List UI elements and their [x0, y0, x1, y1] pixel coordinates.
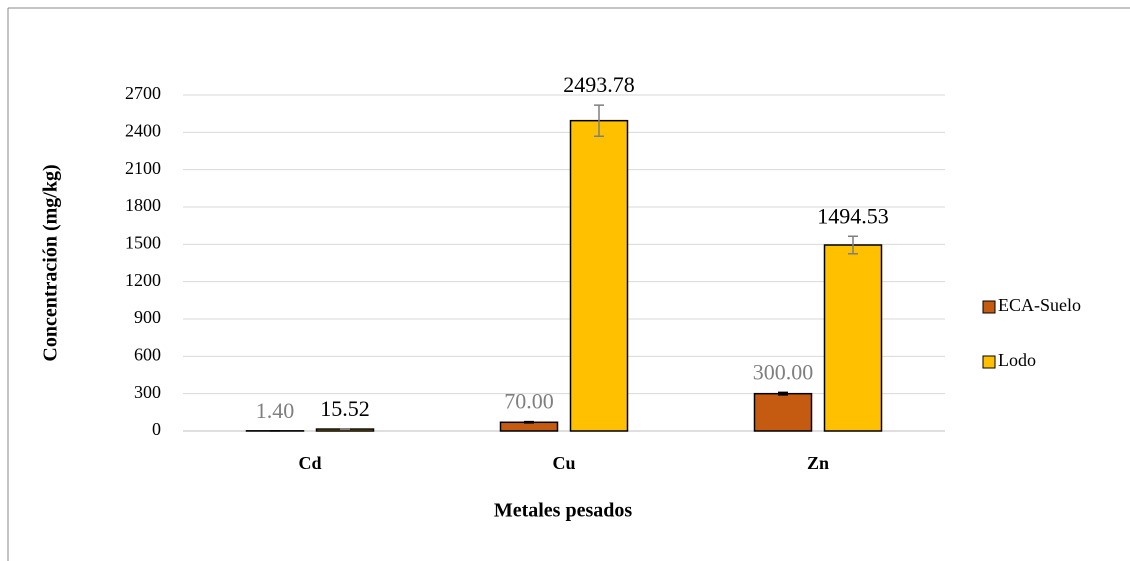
data-label: 15.52 [320, 396, 370, 421]
y-tick-label: 600 [134, 344, 161, 364]
y-tick-label: 1200 [125, 270, 161, 290]
data-label: 2493.78 [563, 72, 635, 97]
data-label: 1.40 [256, 398, 295, 423]
bar [823, 244, 883, 432]
error-bar [594, 104, 604, 137]
error-bar [848, 235, 858, 255]
y-tick-label: 0 [152, 419, 161, 439]
x-tick-label: Zn [807, 453, 829, 473]
legend-label: ECA-Suelo [998, 295, 1081, 315]
y-axis-title: Concentración (mg/kg) [40, 164, 62, 361]
data-label: 1494.53 [817, 203, 889, 228]
y-tick-label: 1800 [125, 195, 161, 215]
y-tick-label: 2400 [125, 120, 161, 140]
error-bar [778, 391, 788, 396]
y-tick-label: 2100 [125, 158, 161, 178]
y-tick-label: 900 [134, 307, 161, 327]
legend-swatch [982, 300, 996, 314]
y-tick-label: 300 [134, 382, 161, 402]
bar [569, 119, 629, 432]
y-tick-label: 1500 [125, 232, 161, 252]
x-tick-label: Cd [298, 453, 321, 473]
legend-label: Lodo [998, 350, 1036, 370]
data-label: 70.00 [504, 389, 554, 414]
y-tick-label: 2700 [125, 83, 161, 103]
data-label: 300.00 [753, 359, 814, 384]
bar [753, 392, 813, 432]
legend-swatch [982, 355, 996, 369]
x-axis-title: Metales pesados [494, 500, 633, 522]
error-bar [524, 420, 534, 424]
x-tick-label: Cu [552, 453, 575, 473]
